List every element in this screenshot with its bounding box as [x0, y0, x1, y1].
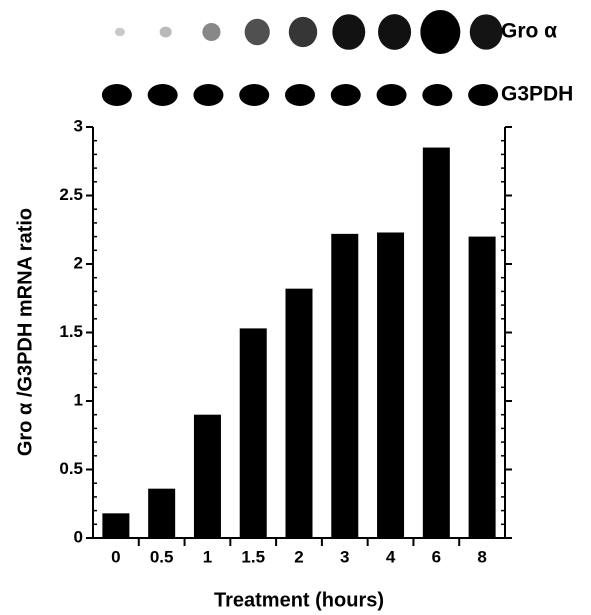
g3pdh-blot — [102, 84, 132, 106]
g3pdh-blot — [148, 84, 178, 106]
x-tick-label: 3 — [340, 547, 349, 566]
y-axis-label: Gro α /G3PDH mRNA ratio — [14, 208, 36, 456]
y-tick-label: 1.5 — [59, 322, 83, 341]
x-tick-label: 1.5 — [241, 547, 265, 566]
bar — [331, 234, 358, 538]
bar — [423, 148, 450, 538]
chart: Gro α G3PDH Treatment (hours) Gro α /G3P… — [0, 0, 591, 615]
bar — [286, 289, 313, 538]
gro-alpha-blot — [332, 14, 365, 50]
y-tick-label: 3 — [74, 116, 83, 135]
g3pdh-blot — [422, 84, 452, 106]
gro-alpha-blot — [202, 23, 220, 41]
y-tick-label: 2 — [74, 253, 83, 272]
x-tick-label: 8 — [477, 547, 486, 566]
bar — [377, 232, 404, 538]
gro-alpha-blot — [378, 14, 411, 50]
y-tick-label: 2.5 — [59, 185, 83, 204]
gro-alpha-blot — [160, 27, 172, 38]
x-axis-label: Treatment (hours) — [214, 589, 384, 611]
blot-label: G3PDH — [501, 83, 573, 106]
x-tick-label: 0 — [111, 547, 120, 566]
bar — [148, 489, 175, 538]
bar — [469, 237, 496, 538]
y-tick-label: 1 — [74, 390, 83, 409]
bar — [240, 328, 267, 538]
g3pdh-blot — [468, 84, 498, 106]
gro-alpha-blot — [470, 14, 503, 49]
gro-alpha-blot — [245, 19, 270, 45]
g3pdh-blot — [331, 84, 361, 106]
bar — [194, 415, 221, 538]
g3pdh-blot — [285, 84, 315, 106]
x-tick-label: 4 — [386, 547, 396, 566]
y-tick-label: 0 — [74, 527, 83, 546]
x-tick-label: 6 — [432, 547, 441, 566]
g3pdh-blot — [239, 84, 269, 106]
x-tick-label: 0.5 — [150, 547, 174, 566]
gro-alpha-blot — [420, 10, 460, 54]
blot-label: Gro α — [501, 20, 557, 43]
y-tick-label: 0.5 — [59, 459, 83, 478]
bar — [102, 513, 129, 538]
g3pdh-blot — [193, 84, 223, 106]
x-tick-label: 1 — [203, 547, 212, 566]
g3pdh-blot — [377, 84, 407, 106]
gro-alpha-blot — [289, 17, 317, 47]
page: Gro α G3PDH Treatment (hours) Gro α /G3P… — [0, 0, 591, 615]
x-tick-label: 2 — [294, 547, 303, 566]
gro-alpha-blot — [115, 28, 125, 36]
